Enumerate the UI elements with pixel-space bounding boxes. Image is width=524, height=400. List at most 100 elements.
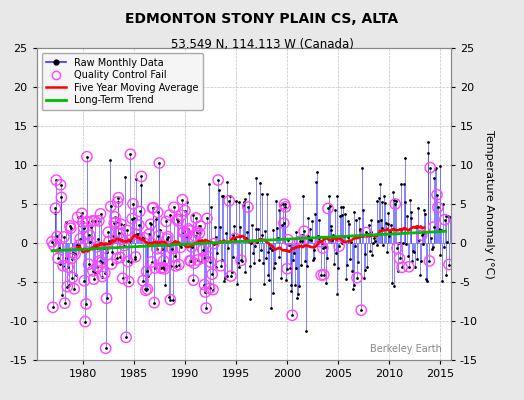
Point: [52, 177, 60, 183]
Point: [182, 232, 191, 238]
Point: [92, 244, 101, 250]
Point: [79, 219, 87, 226]
Point: [128, 216, 136, 222]
Point: [83, 154, 91, 160]
Point: [115, 230, 124, 236]
Point: [395, 255, 403, 262]
Point: [187, 258, 195, 264]
Point: [189, 277, 198, 284]
Point: [71, 251, 79, 258]
Point: [54, 244, 63, 251]
Point: [95, 258, 104, 264]
Point: [425, 258, 433, 264]
Point: [125, 278, 133, 285]
Point: [280, 201, 289, 207]
Point: [185, 228, 193, 234]
Point: [93, 263, 101, 270]
Point: [154, 209, 162, 216]
Point: [141, 287, 150, 294]
Point: [133, 231, 141, 238]
Point: [214, 177, 222, 183]
Point: [316, 238, 324, 245]
Point: [70, 286, 79, 292]
Point: [193, 257, 202, 263]
Point: [163, 234, 172, 240]
Point: [166, 296, 174, 303]
Point: [184, 226, 192, 232]
Point: [123, 227, 131, 234]
Point: [95, 218, 103, 224]
Point: [76, 236, 84, 242]
Point: [118, 236, 126, 243]
Point: [80, 278, 89, 284]
Point: [124, 258, 132, 265]
Point: [106, 203, 115, 210]
Point: [200, 282, 209, 288]
Point: [91, 218, 99, 224]
Point: [203, 215, 211, 222]
Point: [441, 216, 449, 223]
Point: [160, 266, 169, 272]
Point: [405, 264, 413, 270]
Point: [63, 284, 72, 290]
Point: [170, 204, 178, 210]
Point: [50, 242, 58, 248]
Point: [118, 275, 127, 282]
Point: [168, 246, 176, 252]
Point: [154, 233, 162, 239]
Text: Berkeley Earth: Berkeley Earth: [370, 344, 442, 354]
Point: [140, 235, 148, 241]
Point: [73, 214, 82, 220]
Point: [180, 228, 188, 235]
Text: EDMONTON STONY PLAIN CS, ALTA: EDMONTON STONY PLAIN CS, ALTA: [125, 12, 399, 26]
Point: [162, 218, 170, 225]
Point: [110, 220, 118, 226]
Point: [171, 263, 180, 269]
Point: [102, 295, 111, 302]
Point: [317, 272, 325, 278]
Point: [281, 204, 290, 210]
Point: [231, 235, 239, 242]
Point: [84, 261, 93, 267]
Point: [174, 262, 183, 268]
Point: [181, 208, 189, 214]
Point: [216, 262, 225, 269]
Point: [288, 312, 297, 318]
Point: [89, 268, 97, 274]
Point: [190, 260, 199, 266]
Point: [117, 221, 125, 228]
Point: [319, 245, 327, 251]
Point: [433, 192, 441, 198]
Point: [137, 173, 146, 180]
Point: [132, 254, 140, 260]
Point: [155, 160, 163, 166]
Point: [66, 223, 74, 229]
Point: [102, 345, 110, 352]
Point: [279, 220, 288, 226]
Point: [68, 274, 77, 281]
Point: [173, 216, 181, 222]
Point: [147, 259, 156, 265]
Point: [298, 238, 307, 244]
Point: [244, 204, 252, 210]
Point: [122, 334, 130, 340]
Point: [283, 266, 291, 272]
Point: [59, 262, 67, 269]
Point: [418, 232, 426, 238]
Point: [51, 205, 60, 212]
Point: [237, 257, 245, 264]
Point: [78, 210, 86, 216]
Point: [116, 254, 124, 260]
Point: [57, 182, 65, 188]
Point: [136, 208, 144, 215]
Point: [284, 236, 292, 243]
Point: [49, 304, 57, 310]
Point: [202, 305, 210, 311]
Point: [100, 245, 108, 251]
Point: [166, 212, 174, 218]
Point: [86, 239, 94, 246]
Point: [199, 247, 207, 253]
Point: [296, 238, 304, 244]
Point: [148, 205, 157, 211]
Point: [54, 255, 62, 262]
